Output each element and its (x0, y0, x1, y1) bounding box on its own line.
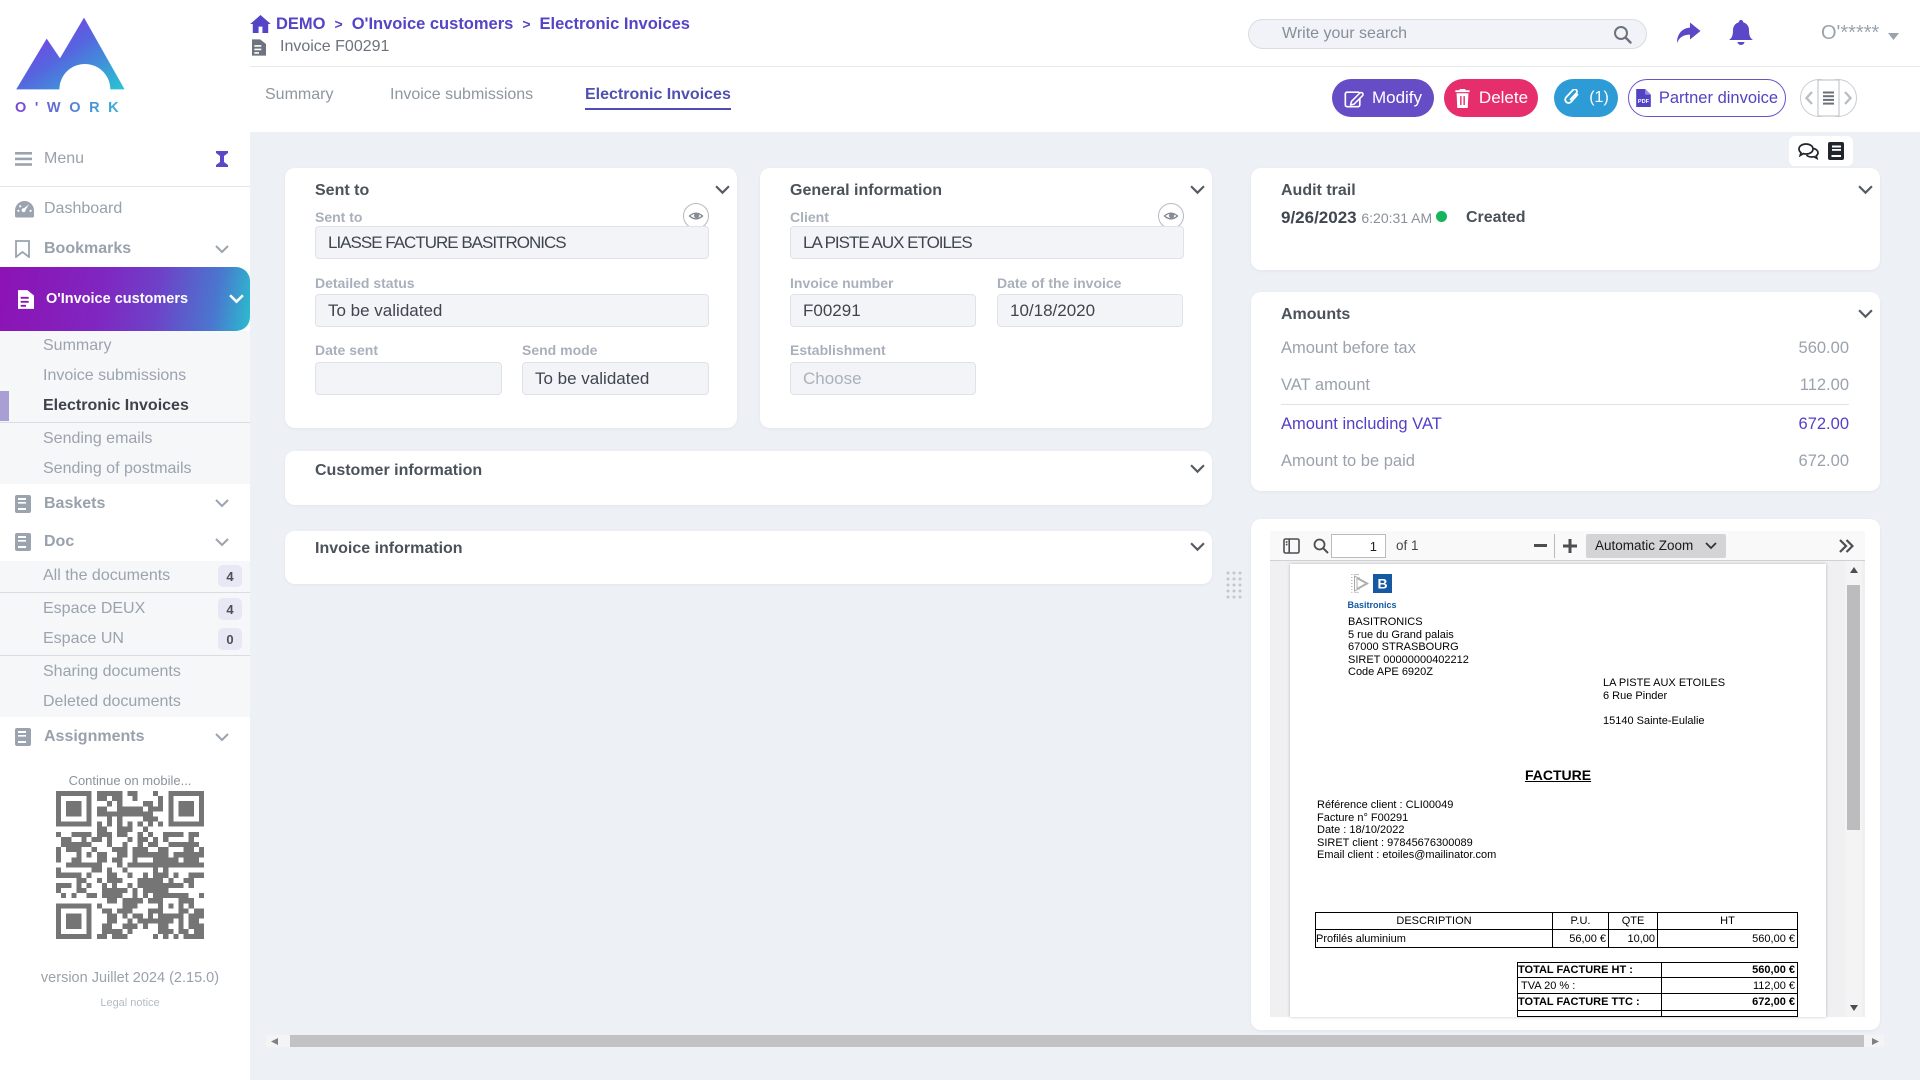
svg-text:B: B (1378, 576, 1388, 592)
svg-text:O'WORK: O'WORK (15, 100, 127, 116)
svg-text:PDF: PDF (1638, 99, 1650, 105)
